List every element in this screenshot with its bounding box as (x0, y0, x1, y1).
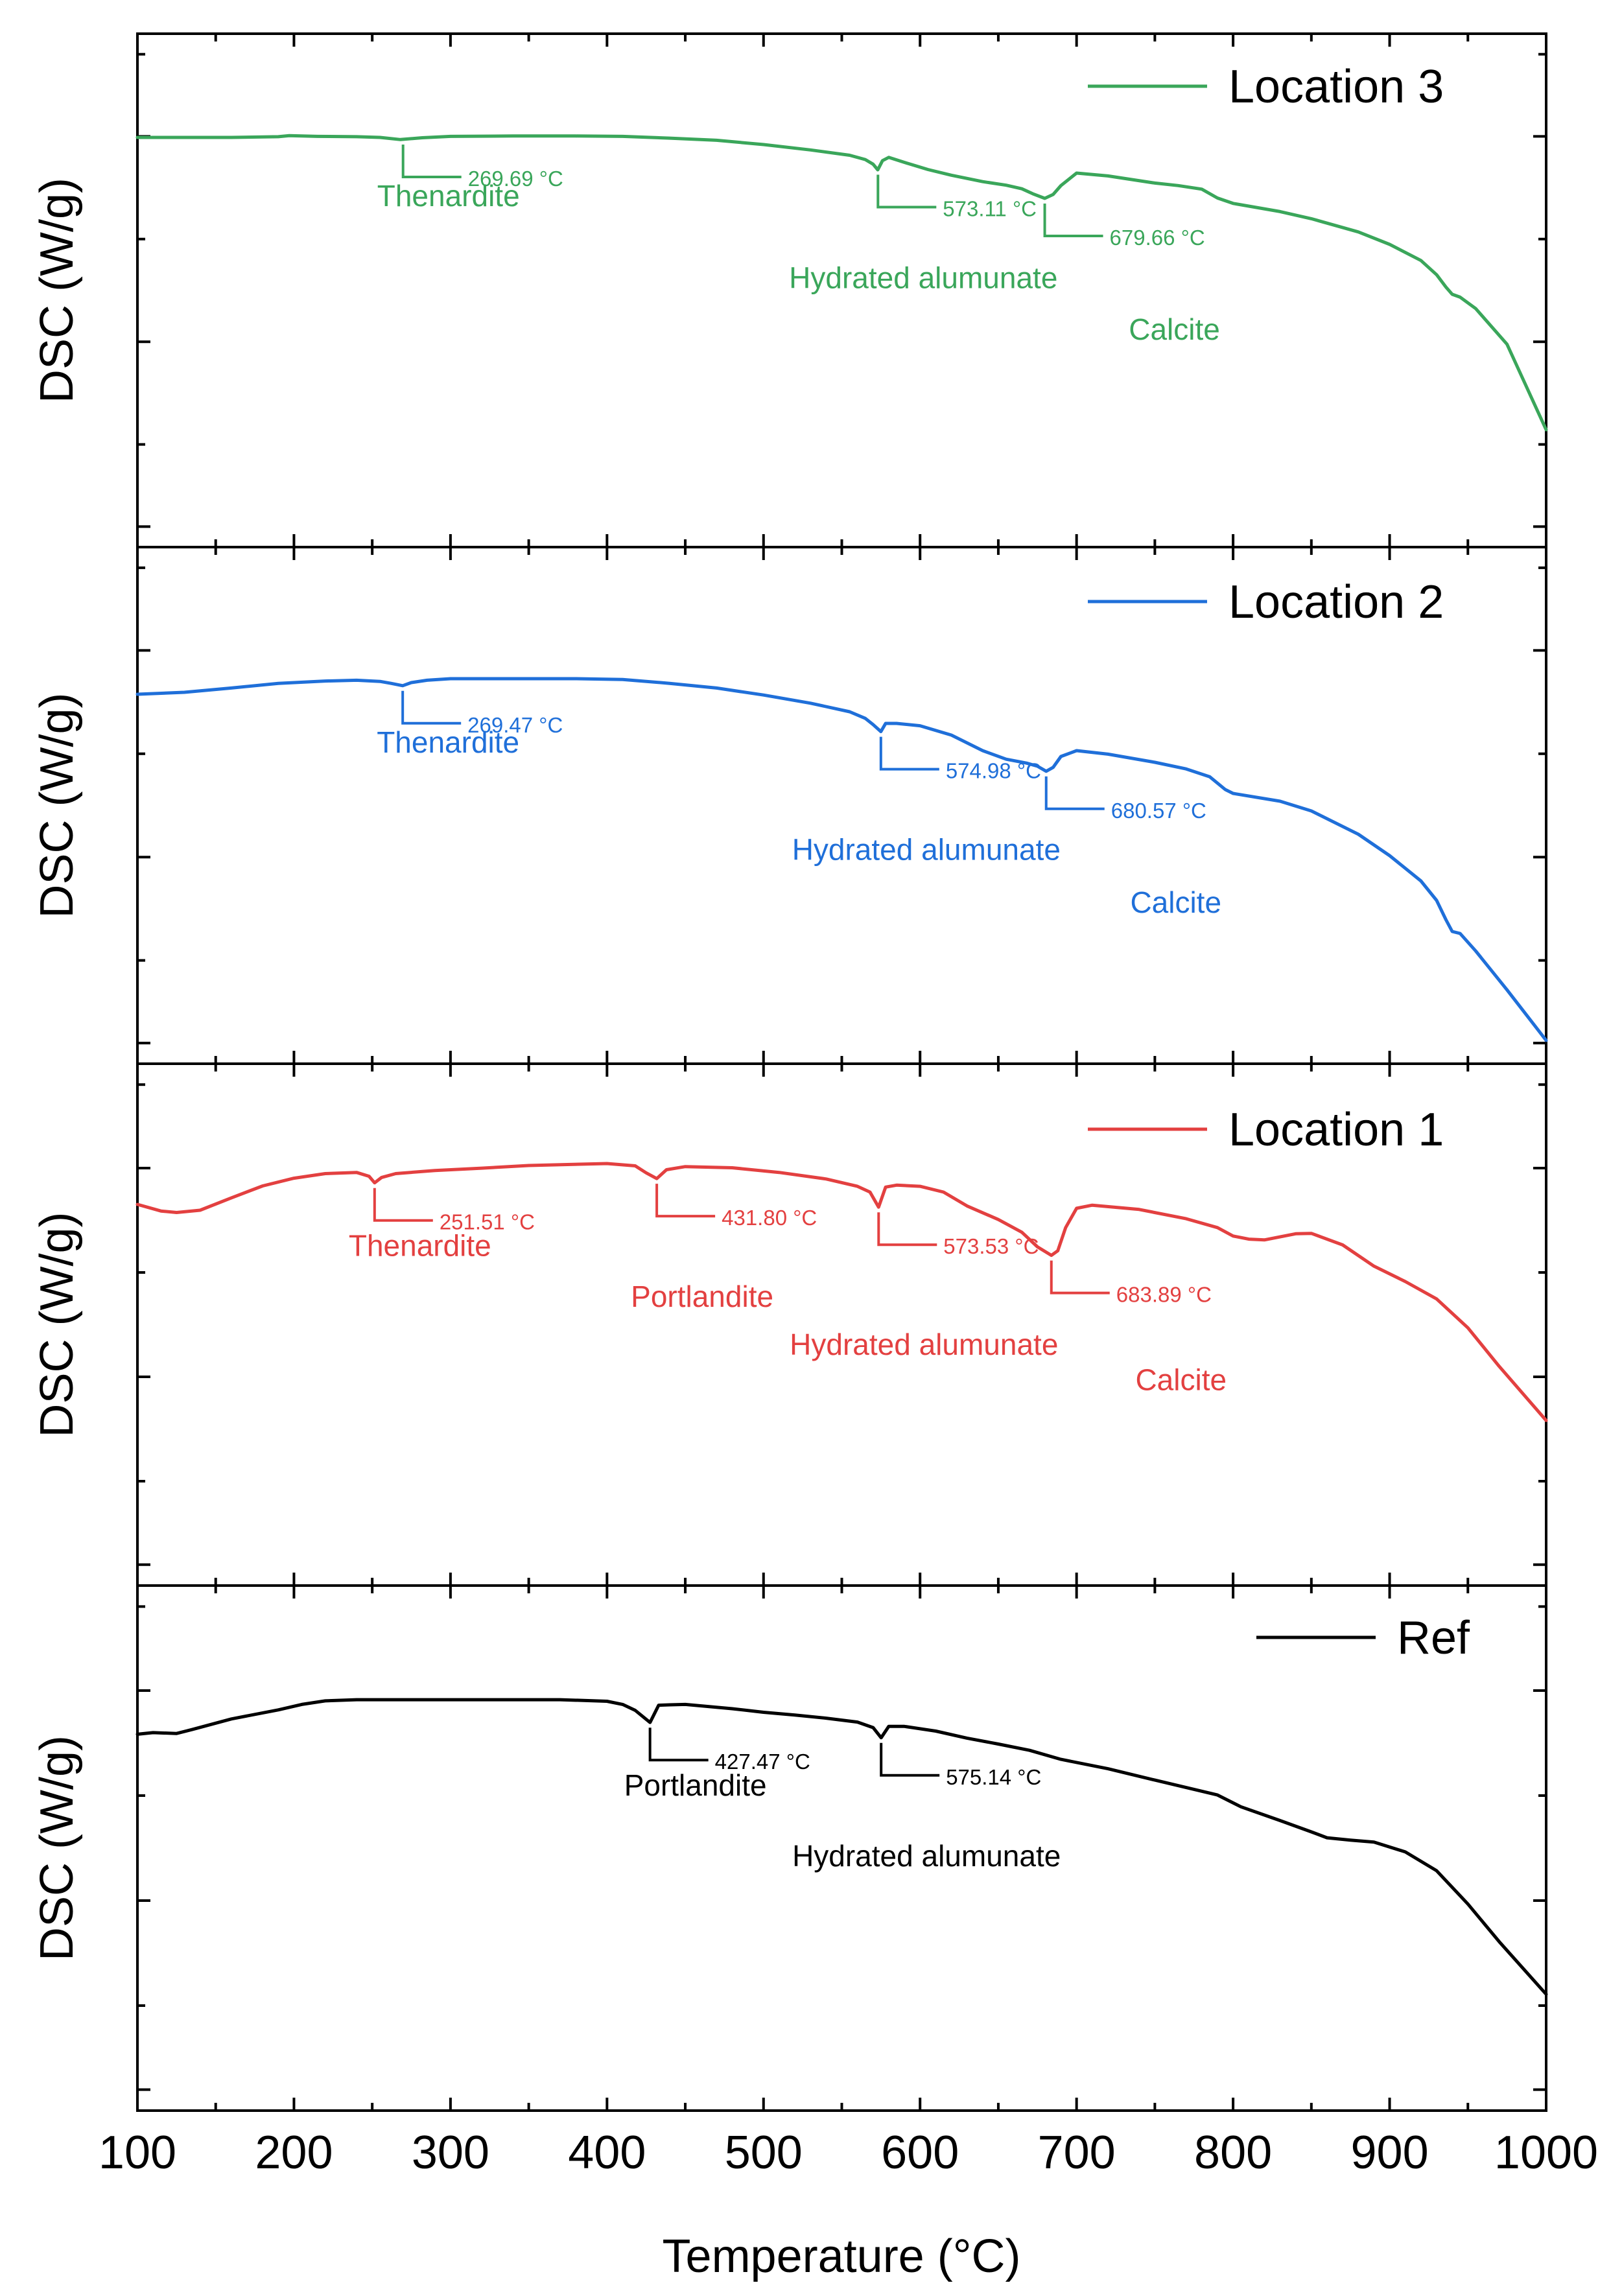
x-tick-label: 800 (1194, 2127, 1272, 2179)
legend-label: Ref (1397, 1612, 1470, 1664)
peak-marker (1050, 1260, 1110, 1294)
peak-temperature-label: 683.89 °C (1116, 1283, 1212, 1307)
peak-temperature-label: 573.53 °C (943, 1234, 1039, 1258)
y-axis-title: DSC (W/g) (31, 693, 83, 919)
legend-label: Location 2 (1228, 576, 1444, 628)
peak-name-label: Calcite (1130, 885, 1221, 919)
peak-temperature-label: 679.66 °C (1110, 226, 1205, 250)
peak-name-label: Thenardite (349, 1229, 491, 1263)
x-tick-label: 600 (881, 2127, 959, 2179)
peak-marker (1044, 776, 1105, 810)
legend-label: Location 3 (1228, 61, 1444, 113)
series-line-ref (135, 1698, 1548, 1996)
peak-temperature-label: 427.47 °C (715, 1750, 810, 1774)
series-line-location-2 (135, 677, 1548, 1042)
x-axis-title: Temperature (°C) (663, 2231, 1021, 2282)
peak-name-label: Hydrated alumunate (790, 1328, 1058, 1361)
peak-name-label: Hydrated alumunate (789, 261, 1057, 295)
peak-marker (373, 1188, 433, 1222)
peak-marker (655, 1184, 716, 1218)
peak-annotation: 575.14 °C Hydrated alumunate (792, 1742, 1061, 1873)
x-tick-label: 900 (1350, 2127, 1428, 2179)
series-line-location-1 (135, 1162, 1548, 1422)
peak-marker (877, 1212, 937, 1247)
peak-annotation: 680.57 °C Calcite (1044, 776, 1221, 919)
peak-annotation: 431.80 °C Portlandite (631, 1184, 817, 1313)
peak-annotation: 573.11 °C Hydrated alumunate (789, 174, 1057, 295)
peak-name-label: Calcite (1135, 1363, 1227, 1397)
peak-name-label: Portlandite (624, 1768, 767, 1802)
x-tick-label: 100 (99, 2127, 176, 2179)
peak-marker (876, 174, 937, 209)
x-tick-label: 500 (725, 2127, 803, 2179)
peak-name-label: Portlandite (631, 1280, 773, 1313)
peak-name-label: Hydrated alumunate (792, 833, 1061, 867)
legend-label: Location 1 (1228, 1104, 1444, 1156)
peak-marker (401, 144, 462, 178)
x-axis: 100 200 300 400 500 600 700 800 900 1000 (99, 2127, 1598, 2179)
x-tick-label: 1000 (1494, 2127, 1598, 2179)
peak-marker (880, 1742, 940, 1777)
series-line-location-3 (135, 134, 1548, 432)
x-tick-label: 200 (255, 2127, 333, 2179)
peak-annotation: 573.53 °C Hydrated alumunate (790, 1212, 1058, 1361)
peak-name-label: Thenardite (377, 179, 520, 213)
peak-annotation: 679.66 °C Calcite (1043, 204, 1220, 346)
peak-name-label: Calcite (1129, 312, 1220, 346)
peak-temperature-label: 431.80 °C (722, 1206, 817, 1230)
peak-temperature-label: 680.57 °C (1111, 799, 1206, 823)
x-tick-label: 700 (1038, 2127, 1116, 2179)
peak-temperature-label: 251.51 °C (440, 1210, 535, 1234)
peak-temperature-label: 269.69 °C (468, 167, 563, 191)
y-axis-title: DSC (W/g) (31, 1735, 83, 1961)
peak-marker (401, 690, 462, 725)
peak-annotation: 683.89 °C Calcite (1050, 1260, 1227, 1397)
peak-marker (648, 1728, 709, 1762)
peak-temperature-label: 575.14 °C (946, 1765, 1041, 1789)
x-tick-label: 300 (412, 2127, 489, 2179)
peak-temperature-label: 574.98 °C (946, 759, 1041, 783)
y-axis-title: DSC (W/g) (31, 178, 83, 403)
peak-temperature-label: 269.47 °C (467, 713, 563, 737)
peak-marker (1043, 204, 1103, 238)
peak-marker (879, 736, 939, 771)
y-axis-title: DSC (W/g) (31, 1212, 83, 1438)
peak-name-label: Thenardite (377, 725, 519, 759)
peak-name-label: Hydrated alumunate (792, 1839, 1061, 1873)
peak-temperature-label: 573.11 °C (943, 197, 1037, 221)
x-tick-label: 400 (568, 2127, 646, 2179)
peak-annotation: 574.98 °C Hydrated alumunate (792, 736, 1061, 867)
